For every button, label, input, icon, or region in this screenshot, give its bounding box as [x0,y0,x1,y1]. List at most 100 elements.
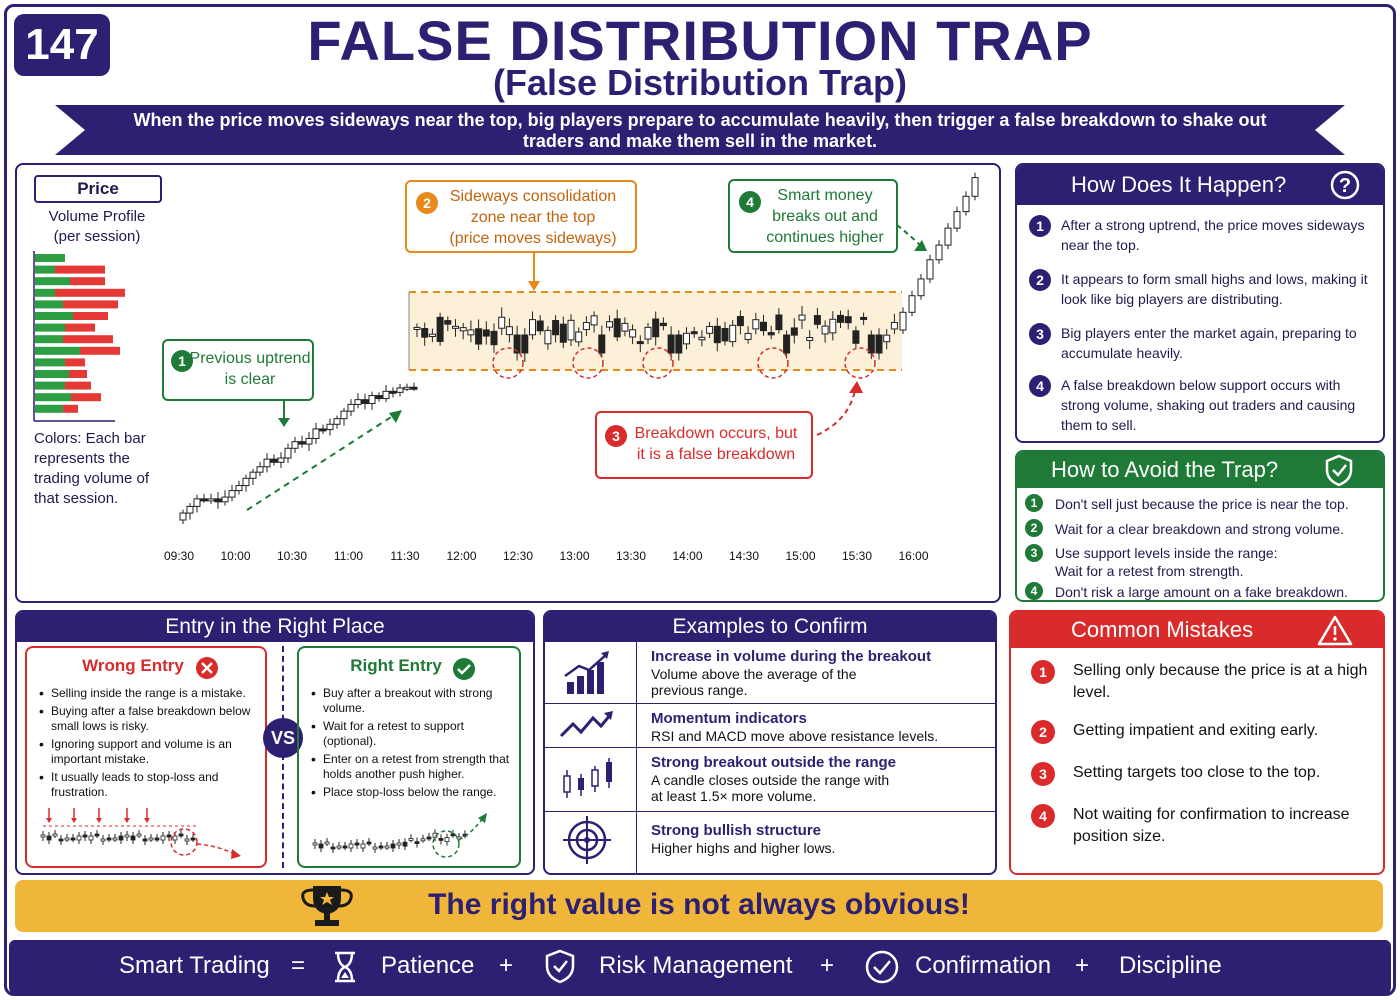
volume-bar-green [35,393,71,402]
candle-body [644,326,652,340]
mini-entry-arrowhead [46,818,52,823]
mini-candle-body [106,837,112,841]
question-icon: ? [1330,170,1360,200]
close-icon [196,657,218,679]
mini-candle-body [396,842,402,846]
right-entry-title: Right Entry [350,656,442,675]
candle-body [467,329,475,336]
volume-bar-red [70,277,105,286]
avoid-item-1: 1 Don't sell just because the price is ne… [1021,494,1375,514]
candle-body [837,314,844,323]
mistakes-title: Common Mistakes [1071,617,1254,642]
candle-body [235,485,243,492]
ribbon-shape [55,105,1345,155]
volume-bar-red [65,381,91,390]
mini-candle-body [312,842,318,846]
candle-body [482,329,490,337]
mini-candle-body [348,843,354,849]
candle-body [606,321,613,328]
time-tick-label: 14:30 [729,549,759,563]
volume-bar-red [63,335,113,344]
candle-body [421,328,429,338]
false-breakdown-marker [642,347,674,379]
footer-confirmation: Confirmation [915,952,1052,979]
candle-body [529,319,536,336]
mistakes-header: Common Mistakes [1011,612,1383,648]
candle-body [744,332,752,340]
candle-body [813,315,821,325]
candle-body [333,418,341,425]
candle-body [567,319,575,341]
mini-candle-body [130,835,136,841]
checkmark-icon [453,658,475,680]
footer-patience: Patience [381,952,475,979]
wrong-item-4: It usually leads to stop-loss and frustr… [37,770,259,800]
candle-body [875,334,883,354]
time-tick-label: 12:00 [446,549,476,563]
candle-body [613,318,621,338]
how-it-happens-header: How Does It Happen? ? [1017,165,1383,205]
avoid-item-2: 2 Wait for a clear breakdown and strong v… [1021,519,1375,539]
candle-body [867,334,875,354]
candle-body [436,316,444,342]
avoid-item-4: 4 Don't risk a large amount on a fake bre… [1021,582,1375,602]
avoid-trap-header: How to Avoid the Trap? [1017,452,1383,488]
candle-body [652,318,660,338]
volume-bar-green [35,381,65,390]
example-title-momentum: Momentum indicators [651,710,807,727]
candle-body [544,329,552,345]
footer-plus-2: + [820,952,835,979]
candle-body [354,399,362,405]
mini-candle-body [148,837,154,841]
callout3-pointer [816,389,856,436]
example-desc-volume: Volume above the average of the previous… [651,666,857,698]
volume-bar-green [35,300,63,309]
volume-bar-red [80,346,120,355]
mini-candle-body [390,843,396,849]
candle-body [621,322,629,332]
candle-body [242,477,250,487]
mini-candle-body [124,834,130,838]
candle-body [552,320,560,336]
mini-candle-body [408,838,414,841]
candle-body [667,334,675,354]
mini-candle-body [52,833,58,837]
time-tick-label: 15:30 [842,549,872,563]
candle-body [186,505,194,514]
time-tick-label: 14:00 [672,549,702,563]
right-entry-box: Right Entry Buy after a breakout with st… [297,646,521,868]
candle-body [767,332,775,336]
trend-line-icon [559,711,613,738]
right-item-2: Wait for a retest to support (optional). [309,719,513,749]
candle-body [962,195,970,213]
mini-direction-arrow [196,843,235,855]
candle-body [403,386,411,390]
false-breakdown-marker [757,347,789,379]
wrong-entry-mini-chart [40,808,241,859]
candle-body [721,327,729,342]
mini-candle-body [360,843,366,849]
mini-direction-arrowhead [478,813,487,823]
candle-body [798,314,806,321]
candle-body [559,323,567,343]
wrong-item-3: Ignoring support and volume is an import… [37,737,259,767]
candle-body [598,334,606,354]
wrong-entry-box: Wrong Entry Selling inside the range is … [25,646,267,868]
candle-body [883,334,891,343]
candle-body [521,334,529,354]
candle-body [683,332,690,345]
candle-body [775,314,783,331]
footer-bar: Smart Trading = Patience + Risk Manageme… [9,940,1391,994]
mini-candle-body [414,841,420,844]
mini-candle-body [40,834,46,838]
volume-bar-green [35,370,69,378]
candle-body [783,334,791,354]
candle-body [698,336,706,341]
check-circle-icon [865,950,899,984]
mini-candle-body [64,837,70,841]
mini-candle-body [100,838,106,842]
false-breakdown-marker [572,347,604,379]
volume-bar-red [73,312,108,320]
mini-candle-body [166,834,172,838]
example-row-volume: Increase in volume during the breakout V… [545,642,995,704]
